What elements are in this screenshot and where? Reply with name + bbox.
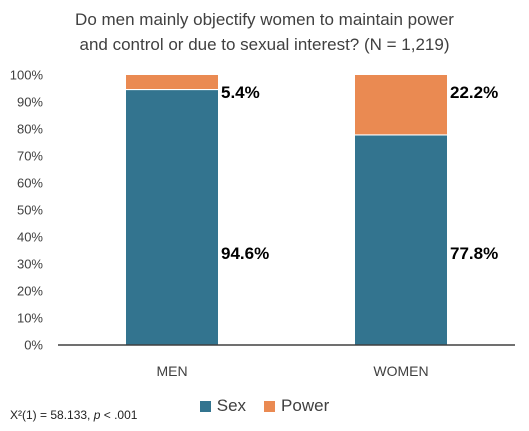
legend-item-power: Power (264, 396, 329, 416)
y-tick-label: 10% (17, 311, 43, 326)
legend: Sex Power (0, 396, 529, 416)
footnote-p-value: < .001 (100, 408, 138, 422)
footnote-stat: X²(1) = 58.133, (10, 408, 94, 422)
bar-power-men (126, 75, 218, 90)
bar-sex-women (355, 134, 447, 345)
y-tick-label: 20% (17, 284, 43, 299)
data-label-power-women: 22.2% (450, 83, 498, 102)
bar-power-women (355, 75, 447, 135)
y-tick-label: 70% (17, 149, 43, 164)
data-label-power-men: 5.4% (221, 83, 260, 102)
y-tick-label: 100% (10, 68, 44, 83)
y-tick-label: 60% (17, 176, 43, 191)
legend-swatch-power (264, 400, 276, 412)
legend-label-power: Power (281, 396, 330, 415)
footnote-p-symbol: p (93, 408, 101, 422)
data-label-sex-women: 77.8% (450, 244, 498, 263)
bar-sex-men (126, 89, 218, 345)
legend-swatch-sex (199, 400, 211, 412)
x-category-label-men: MEN (156, 363, 187, 379)
y-tick-label: 50% (17, 203, 43, 218)
y-tick-label: 80% (17, 122, 43, 137)
y-tick-label: 0% (24, 338, 43, 353)
legend-item-sex: Sex (199, 396, 247, 416)
y-tick-label: 90% (17, 95, 43, 110)
x-category-label-women: WOMEN (373, 363, 428, 379)
chart-title-line-1: Do men mainly objectify women to maintai… (75, 10, 454, 29)
data-label-sex-men: 94.6% (221, 244, 269, 263)
chi-square-footnote: X²(1) = 58.133, p < .001 (10, 408, 137, 422)
y-tick-label: 40% (17, 230, 43, 245)
legend-label-sex: Sex (216, 396, 247, 415)
chart-title-line-2: and control or due to sexual interest? (… (79, 35, 450, 54)
y-tick-label: 30% (17, 257, 43, 272)
